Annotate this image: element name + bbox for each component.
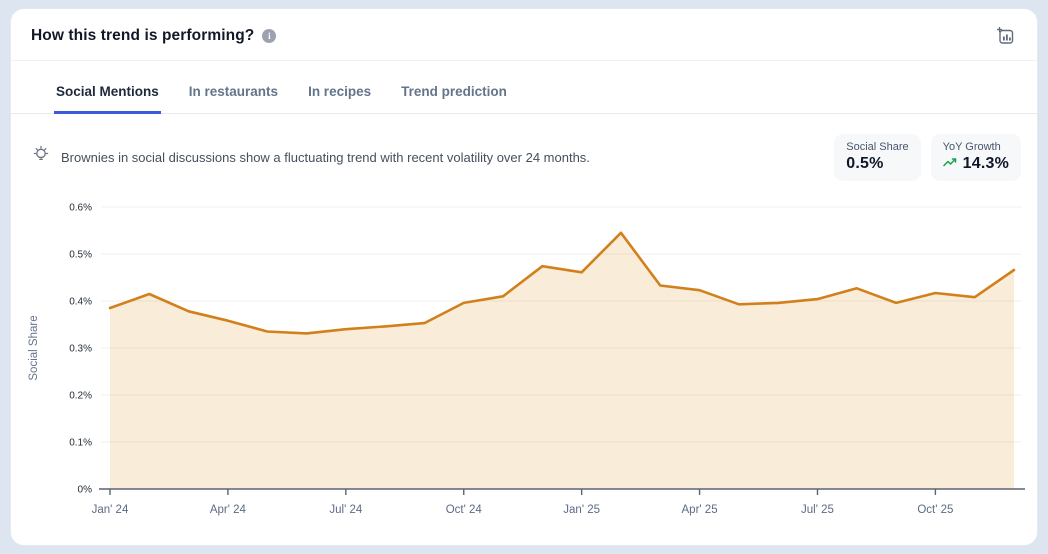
y-tick-label: 0% [78,485,93,496]
x-tick-label: Jan' 24 [92,504,129,516]
insight-row: Brownies in social discussions show a fl… [11,134,1037,181]
x-tick-label: Oct' 24 [446,504,483,516]
area-fill [110,232,1014,490]
trend-up-icon [942,155,958,173]
stats: Social Share 0.5% YoY Growth 14.3% [834,134,1021,181]
stat-label: YoY Growth [942,141,1001,153]
y-tick-label: 0.3% [69,344,92,355]
x-tick-label: Oct' 25 [917,504,953,516]
x-tick-label: Jul' 25 [801,504,834,516]
y-tick-label: 0.6% [69,203,92,214]
tab-in-restaurants[interactable]: In restaurants [187,78,280,114]
y-tick-label: 0.5% [69,250,92,261]
x-tick-label: Jul' 24 [329,504,362,516]
tabbar: Social Mentions In restaurants In recipe… [11,78,1037,114]
y-tick-label: 0.2% [69,391,92,402]
tab-social-mentions[interactable]: Social Mentions [54,78,161,114]
insight-text: Brownies in social discussions show a fl… [61,150,590,165]
stat-label: Social Share [846,141,909,153]
add-chart-button[interactable] [994,24,1017,47]
trend-performance-card: How this trend is performing? i Social M… [10,8,1038,546]
trend-line [108,231,1016,335]
social-share-chart[interactable]: 0% 0.1% 0.2% 0.3% 0.4% 0.5% 0.6% Jan' 24 Apr' 24… [11,181,1037,545]
y-axis-title: Social Share [28,315,40,380]
tab-in-recipes[interactable]: In recipes [306,78,373,114]
tab-trend-prediction[interactable]: Trend prediction [399,78,509,114]
y-tick-label: 0.4% [69,297,92,308]
area-chart-svg: 0% 0.1% 0.2% 0.3% 0.4% 0.5% 0.6% Jan' 24 Apr' 24… [28,203,1025,516]
stat-value: 0.5% [846,155,884,172]
x-tick-label: Apr' 24 [210,504,247,516]
social-share-badge: Social Share 0.5% [834,134,921,181]
y-tick-label: 0.1% [69,438,92,449]
stat-value: 14.3% [962,155,1009,172]
add-chart-icon [996,27,1015,48]
info-icon[interactable]: i [262,28,277,43]
lightbulb-icon [31,145,51,170]
x-tick-label: Jan' 25 [563,504,600,516]
yoy-growth-badge: YoY Growth 14.3% [930,134,1021,181]
card-header: How this trend is performing? i [11,9,1037,61]
page-title: How this trend is performing? [31,26,255,44]
x-tick-label: Apr' 25 [682,504,718,516]
